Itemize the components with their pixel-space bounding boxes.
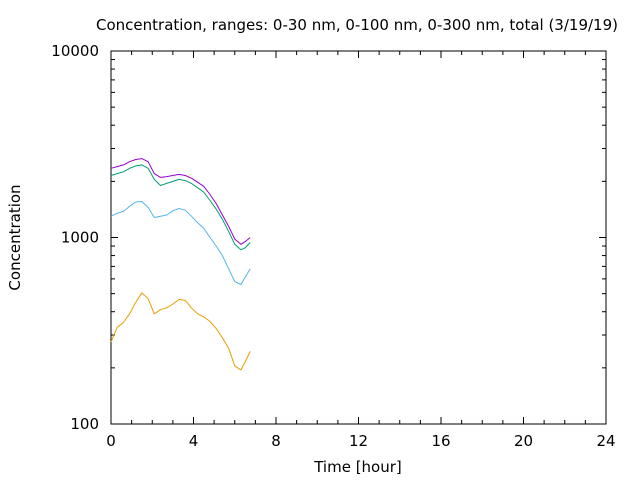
- series-line-4: [110, 158, 251, 245]
- x-tick-label: 24: [596, 432, 615, 450]
- series-group: [110, 158, 251, 371]
- series-line-1: [110, 292, 251, 371]
- x-tick-label: 20: [514, 432, 533, 450]
- x-axis-label: Time [hour]: [313, 458, 402, 476]
- x-tick-label: 0: [106, 432, 116, 450]
- x-tick-label: 4: [189, 432, 199, 450]
- y-tick-label: 10000: [51, 42, 99, 60]
- y-tick-label: 100: [70, 415, 99, 433]
- chart-title: Concentration, ranges: 0-30 nm, 0-100 nm…: [96, 16, 618, 34]
- x-tick-label: 12: [349, 432, 368, 450]
- series-line-3: [110, 164, 251, 251]
- axis-ticks: 0 4 8 12 16 20 24 100 1000 10000: [51, 42, 615, 450]
- x-tick-label: 8: [271, 432, 281, 450]
- plot-frame: [110, 50, 607, 425]
- x-tick-label: 16: [431, 432, 450, 450]
- series-line-2: [110, 201, 251, 285]
- y-axis-label: Concentration: [6, 184, 24, 290]
- y-tick-label: 1000: [61, 229, 99, 247]
